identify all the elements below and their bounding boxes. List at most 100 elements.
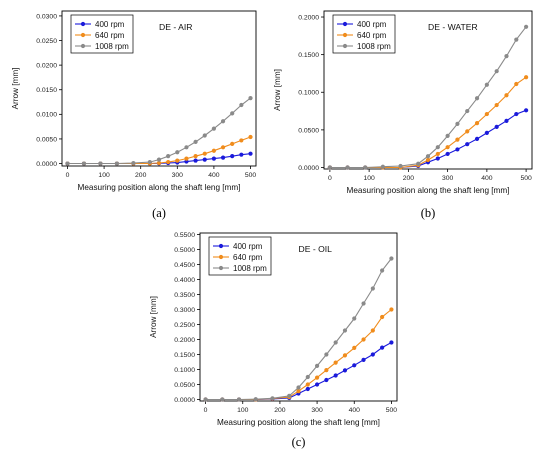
data-point	[345, 165, 350, 170]
panel-label: (a)	[152, 206, 166, 220]
data-point	[296, 385, 301, 390]
chart-panel-b: 0 100 200 300 400 500 0.0000 0.0500 0.1000 0.1500…	[273, 0, 550, 225]
x-tick-label: 400	[349, 407, 361, 414]
data-point	[484, 82, 489, 87]
x-tick-label: 400	[208, 172, 220, 179]
data-point	[504, 54, 509, 59]
data-point	[514, 37, 519, 42]
data-point	[230, 141, 235, 146]
data-point	[324, 377, 329, 383]
data-point	[248, 151, 253, 156]
data-point	[425, 154, 431, 159]
data-point	[435, 145, 440, 150]
data-point	[166, 159, 171, 165]
data-point	[333, 360, 338, 365]
data-point	[389, 340, 394, 345]
data-point	[445, 145, 450, 150]
x-tick-label: 500	[386, 407, 398, 414]
y-tick-label: 0.0150	[36, 87, 57, 94]
data-point	[98, 161, 103, 166]
data-point	[296, 389, 301, 394]
chart-title: DE - WATER	[428, 22, 478, 32]
data-point	[131, 160, 136, 166]
series-line-1008-rpm	[67, 97, 251, 165]
chart-panel-c: 0 100 200 300 400 500 0.0000 0.0500 0.1000 0.1500…	[138, 225, 412, 454]
data-point	[248, 134, 253, 140]
chart-panel-a: 0 100 200 300 400 500 0.0000 0.0050 0.0100 0.0150…	[0, 0, 275, 225]
y-tick-label: 0.0500	[298, 127, 319, 134]
data-point	[220, 155, 226, 160]
data-point	[239, 102, 244, 108]
data-point	[324, 368, 329, 373]
data-point	[361, 301, 366, 306]
legend-label: 400 rpm	[95, 20, 125, 29]
data-point	[494, 102, 499, 108]
panel-label: (b)	[421, 206, 436, 220]
data-point	[184, 145, 189, 150]
data-point	[184, 159, 189, 164]
chart-svg-a: 0 100 200 300 400 500 0.0000 0.0050 0.0100 0.0150…	[11, 10, 257, 220]
data-point	[363, 165, 368, 170]
data-point	[314, 375, 320, 380]
y-tick-label: 0.0500	[174, 382, 195, 389]
plot-frame	[61, 10, 257, 167]
legend-marker	[218, 243, 224, 249]
legend-marker	[218, 265, 224, 271]
data-point	[239, 152, 244, 157]
data-point	[504, 118, 509, 123]
data-point	[484, 130, 489, 135]
data-point	[314, 382, 320, 387]
data-point	[465, 108, 470, 114]
data-point	[324, 352, 329, 357]
data-point	[524, 75, 529, 80]
y-axis-label: Arrow [mm]	[149, 296, 158, 338]
data-point	[156, 157, 162, 162]
data-point	[211, 148, 217, 153]
legend-marker	[218, 254, 224, 260]
x-tick-label: 0	[328, 175, 332, 182]
data-point	[230, 111, 235, 116]
x-tick-label: 300	[442, 175, 454, 182]
y-tick-label: 0.1500	[298, 52, 319, 59]
data-point	[236, 397, 242, 402]
data-point	[193, 158, 198, 163]
data-point	[65, 161, 70, 166]
x-tick-label: 300	[311, 407, 323, 414]
y-tick-label: 0.5000	[174, 247, 195, 254]
x-axis-label: Measuring position along the shaft leng …	[347, 186, 510, 195]
y-tick-label: 0.0200	[36, 63, 57, 70]
data-point	[314, 363, 320, 368]
chart-title: DE - AIR	[159, 22, 192, 32]
y-axis-label: Arrow [mm]	[273, 69, 282, 111]
x-tick-label: 500	[520, 175, 532, 182]
data-point	[230, 154, 235, 159]
legend-label: 640 rpm	[233, 253, 263, 262]
data-point	[398, 163, 403, 169]
x-tick-label: 300	[172, 172, 184, 179]
legend-marker	[80, 21, 86, 27]
data-point	[524, 24, 529, 29]
y-tick-label: 0.2500	[174, 322, 195, 329]
x-axis-label: Measuring position along the shaft leng …	[78, 183, 241, 192]
y-tick-label: 0.2000	[298, 14, 319, 21]
y-tick-label: 0.0000	[298, 165, 319, 172]
data-point	[203, 397, 208, 402]
data-point	[380, 164, 385, 169]
data-point	[435, 151, 440, 157]
y-tick-label: 0.0050	[36, 136, 57, 143]
y-tick-label: 0.5500	[174, 232, 195, 239]
panel-label: (c)	[292, 435, 306, 449]
data-point	[380, 314, 385, 320]
x-tick-label: 100	[98, 172, 110, 179]
data-point	[342, 368, 348, 373]
x-tick-label: 400	[481, 175, 493, 182]
data-point	[494, 124, 499, 129]
data-point	[465, 142, 470, 147]
data-point	[352, 316, 357, 321]
y-tick-label: 0.1000	[174, 367, 195, 374]
x-tick-label: 0	[204, 407, 208, 414]
data-point	[389, 307, 394, 312]
legend-label: 1008 rpm	[95, 42, 129, 51]
data-point	[435, 156, 440, 161]
data-point	[184, 156, 189, 161]
